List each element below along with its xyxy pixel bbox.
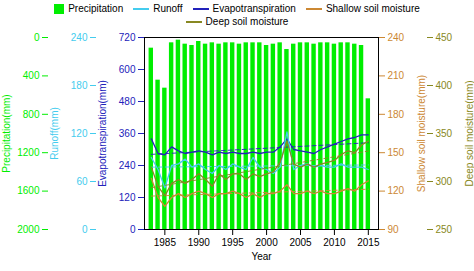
- svg-text:600: 600: [119, 64, 136, 75]
- svg-text:450: 450: [436, 32, 453, 43]
- svg-text:1990: 1990: [188, 237, 211, 248]
- svg-text:2005: 2005: [289, 237, 312, 248]
- svg-text:60: 60: [76, 176, 88, 187]
- svg-text:150: 150: [388, 147, 405, 158]
- svg-text:2010: 2010: [323, 237, 346, 248]
- svg-text:120: 120: [119, 192, 136, 203]
- svg-text:2015: 2015: [357, 237, 380, 248]
- html-text:Shallow soil moisture: Shallow soil moisture: [325, 3, 420, 14]
- svg-text:0: 0: [82, 224, 88, 235]
- html-text:Evapotranspiration: Evapotranspiration: [212, 3, 296, 14]
- svg-text:Runoff(mm): Runoff(mm): [49, 107, 60, 160]
- svg-text:90: 90: [388, 224, 400, 235]
- svg-text:0: 0: [130, 224, 136, 235]
- svg-text:Shallow soil moisture(mm): Shallow soil moisture(mm): [416, 75, 427, 192]
- html-text:Precipitation: Precipitation: [68, 3, 124, 14]
- svg-text:360: 360: [119, 128, 136, 139]
- svg-text:2000: 2000: [17, 224, 40, 235]
- svg-text:350: 350: [436, 128, 453, 139]
- svg-text:180: 180: [388, 109, 405, 120]
- svg-text:1600: 1600: [17, 185, 40, 196]
- svg-text:250: 250: [436, 224, 453, 235]
- svg-text:400: 400: [23, 70, 40, 81]
- svg-text:0: 0: [34, 32, 40, 43]
- svg-text:Year: Year: [251, 251, 272, 262]
- svg-text:Deep soil moisture(mm): Deep soil moisture(mm): [464, 80, 474, 186]
- svg-text:240: 240: [71, 32, 88, 43]
- svg-text:480: 480: [119, 96, 136, 107]
- svg-text:120: 120: [388, 185, 405, 196]
- svg-text:1200: 1200: [17, 147, 40, 158]
- svg-text:120: 120: [71, 128, 88, 139]
- svg-text:1995: 1995: [222, 237, 245, 248]
- svg-text:180: 180: [71, 80, 88, 91]
- svg-text:800: 800: [23, 109, 40, 120]
- svg-text:720: 720: [119, 32, 136, 43]
- html-text:Runoff: Runoff: [153, 3, 183, 14]
- html-text:Deep soil moisture: Deep soil moisture: [205, 16, 289, 27]
- svg-text:240: 240: [388, 32, 405, 43]
- svg-text:Evapotranspiration(mm): Evapotranspiration(mm): [97, 80, 108, 187]
- svg-text:2000: 2000: [255, 237, 278, 248]
- svg-text:1985: 1985: [154, 237, 177, 248]
- svg-text:240: 240: [119, 160, 136, 171]
- svg-text:400: 400: [436, 80, 453, 91]
- svg-text:300: 300: [436, 176, 453, 187]
- svg-text:Precipitation(mm): Precipitation(mm): [1, 94, 12, 172]
- svg-text:210: 210: [388, 70, 405, 81]
